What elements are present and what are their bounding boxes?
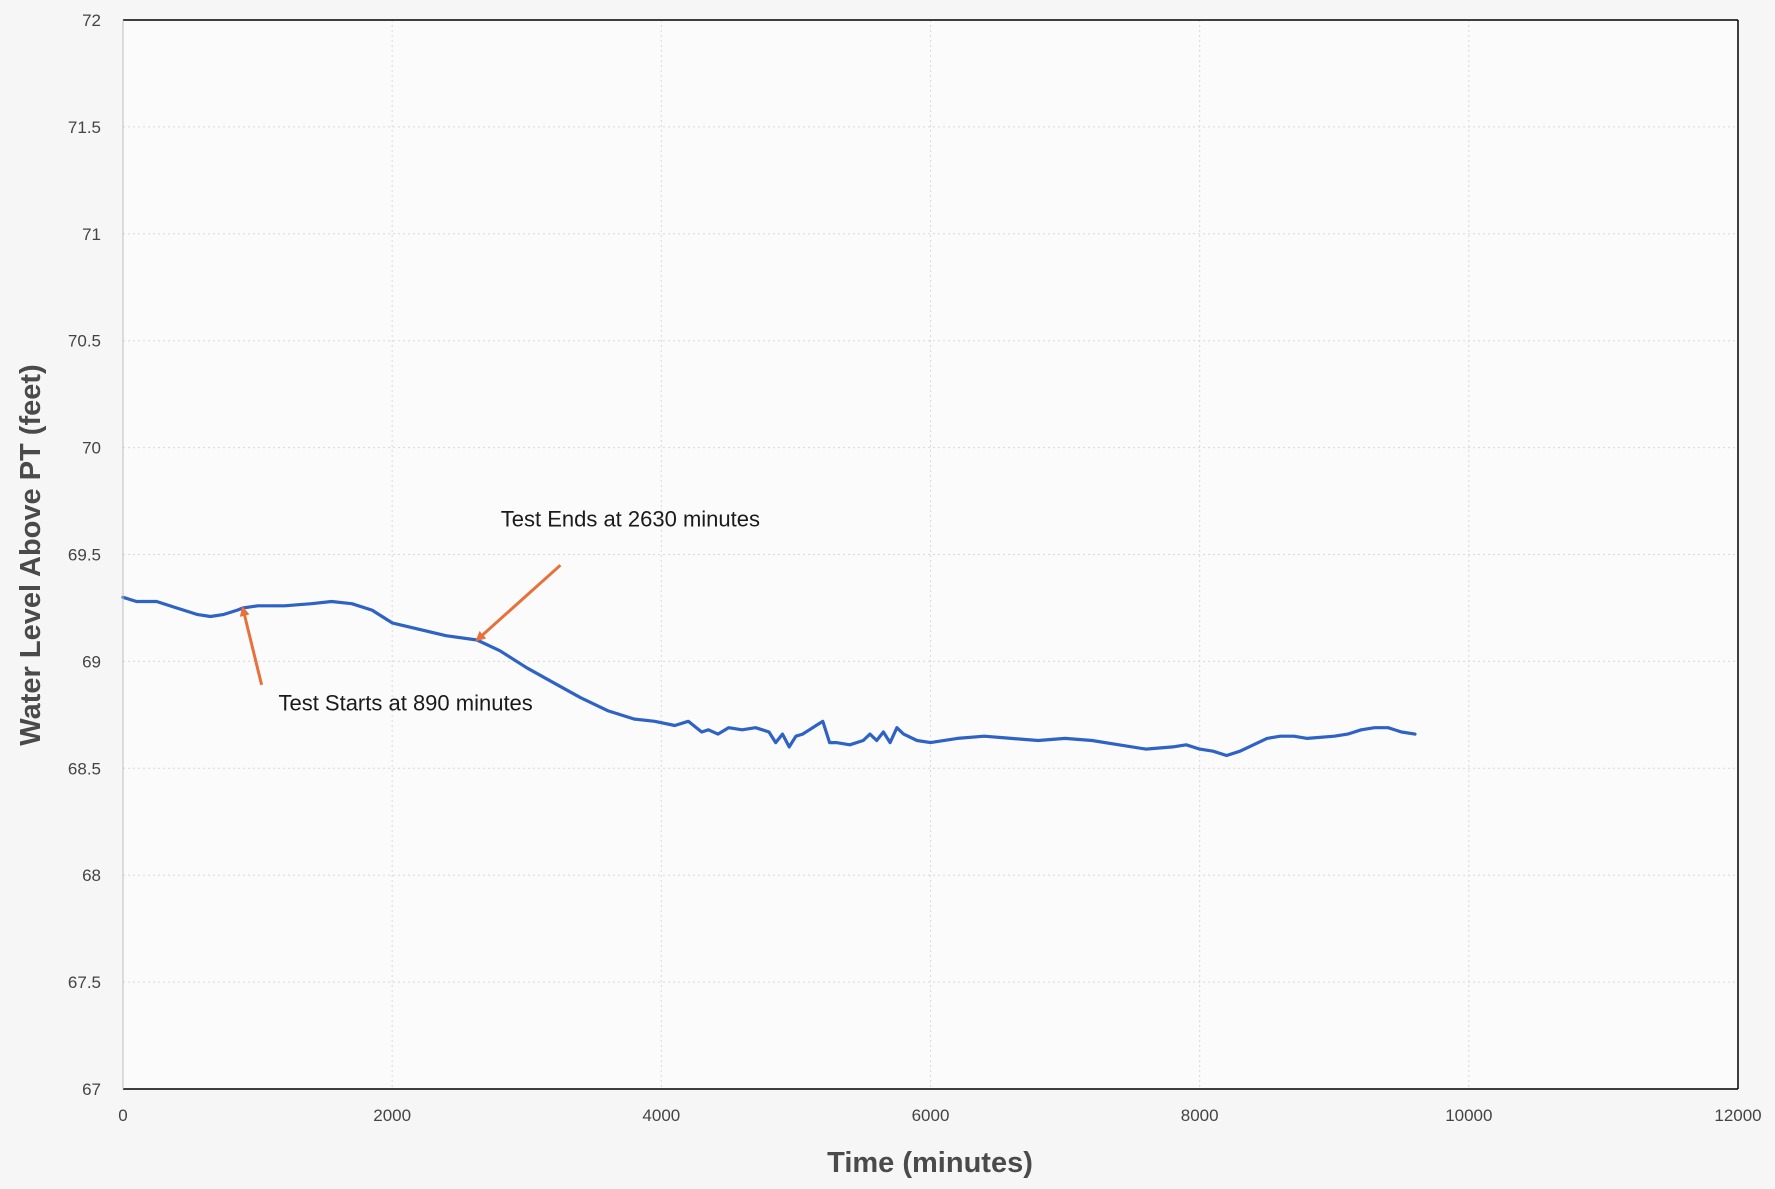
y-tick-label: 68.5: [68, 759, 101, 778]
y-tick-label: 72: [82, 11, 101, 30]
y-tick-label: 67.5: [68, 973, 101, 992]
x-tick-label: 8000: [1181, 1106, 1219, 1125]
y-axis-title: Water Level Above PT (feet): [15, 364, 47, 745]
y-tick-label: 70.5: [68, 332, 101, 351]
series-line-0: [121, 595, 1417, 758]
y-tick-label: 69.5: [68, 546, 101, 565]
y-tick-label: 68: [82, 866, 101, 885]
x-tick-label: 0: [118, 1106, 127, 1125]
x-axis-title: Time (minutes): [827, 1147, 1033, 1179]
x-tick-label: 12000: [1714, 1106, 1761, 1125]
y-tick-label: 71: [82, 225, 101, 244]
y-tick-label: 67: [82, 1080, 101, 1099]
series-layer: [121, 595, 1417, 758]
x-tick-label: 4000: [642, 1106, 680, 1125]
y-tick-label: 69: [82, 652, 101, 671]
annotations: Test Starts at 890 minutes Test Ends at 2…: [239, 507, 760, 716]
x-tick-label: 10000: [1445, 1106, 1492, 1125]
x-tick-label: 2000: [373, 1106, 411, 1125]
annotation-arrow: [475, 564, 562, 642]
annotation-arrow: [239, 606, 264, 686]
y-tick-label: 70: [82, 439, 101, 458]
x-tick-label: 6000: [912, 1106, 950, 1125]
grid: [123, 20, 1738, 1089]
annotation-label: Test Starts at 890 minutes: [278, 691, 532, 716]
axes: 67 67.5 68 68.5 69 69.5 70 70.5 71 71.5 72 0 2000 400…: [68, 11, 1762, 1125]
y-tick-label: 71.5: [68, 118, 101, 137]
annotation-label: Test Ends at 2630 minutes: [501, 507, 760, 532]
